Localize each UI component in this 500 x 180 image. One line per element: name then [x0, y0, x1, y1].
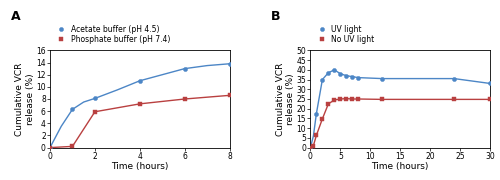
- No UV light: [451, 98, 457, 100]
- UV light: [379, 78, 385, 80]
- Text: A: A: [10, 10, 20, 22]
- No UV light: [379, 98, 385, 100]
- Phosphate buffer (pH 7.4): [226, 94, 232, 96]
- UV light: [350, 76, 356, 78]
- No UV light: [320, 118, 326, 120]
- Acetate buffer (pH 4.5): [47, 147, 53, 149]
- Y-axis label: Cumulative VCR
release (%): Cumulative VCR release (%): [276, 62, 295, 136]
- Phosphate buffer (pH 7.4): [92, 111, 98, 113]
- No UV light: [338, 98, 344, 100]
- X-axis label: Time (hours): Time (hours): [372, 162, 429, 171]
- UV light: [487, 82, 493, 85]
- No UV light: [308, 147, 314, 149]
- Text: B: B: [271, 10, 280, 22]
- Line: UV light: UV light: [308, 68, 492, 150]
- No UV light: [310, 145, 316, 147]
- Line: Phosphate buffer (pH 7.4): Phosphate buffer (pH 7.4): [48, 93, 232, 150]
- UV light: [451, 78, 457, 80]
- Line: No UV light: No UV light: [308, 96, 492, 150]
- No UV light: [332, 99, 338, 101]
- UV light: [344, 75, 349, 77]
- Phosphate buffer (pH 7.4): [47, 147, 53, 149]
- Acetate buffer (pH 4.5): [182, 68, 188, 70]
- UV light: [326, 72, 332, 74]
- UV light: [356, 76, 362, 79]
- UV light: [308, 147, 314, 149]
- Acetate buffer (pH 4.5): [92, 97, 98, 100]
- Phosphate buffer (pH 7.4): [70, 145, 75, 147]
- UV light: [314, 112, 320, 115]
- No UV light: [350, 98, 356, 100]
- Legend: UV light, No UV light: UV light, No UV light: [314, 24, 375, 45]
- UV light: [332, 69, 338, 71]
- UV light: [338, 73, 344, 75]
- Y-axis label: Cumulative VCR
release (%): Cumulative VCR release (%): [16, 62, 35, 136]
- Acetate buffer (pH 4.5): [137, 80, 143, 82]
- No UV light: [344, 98, 349, 100]
- Line: Acetate buffer (pH 4.5): Acetate buffer (pH 4.5): [48, 62, 232, 150]
- No UV light: [487, 98, 493, 100]
- No UV light: [314, 134, 320, 136]
- No UV light: [326, 103, 332, 105]
- Phosphate buffer (pH 7.4): [137, 103, 143, 105]
- No UV light: [356, 98, 362, 100]
- Phosphate buffer (pH 7.4): [182, 98, 188, 100]
- Legend: Acetate buffer (pH 4.5), Phosphate buffer (pH 7.4): Acetate buffer (pH 4.5), Phosphate buffe…: [54, 24, 171, 45]
- X-axis label: Time (hours): Time (hours): [111, 162, 168, 171]
- Acetate buffer (pH 4.5): [70, 108, 75, 110]
- UV light: [320, 78, 326, 81]
- Acetate buffer (pH 4.5): [226, 63, 232, 65]
